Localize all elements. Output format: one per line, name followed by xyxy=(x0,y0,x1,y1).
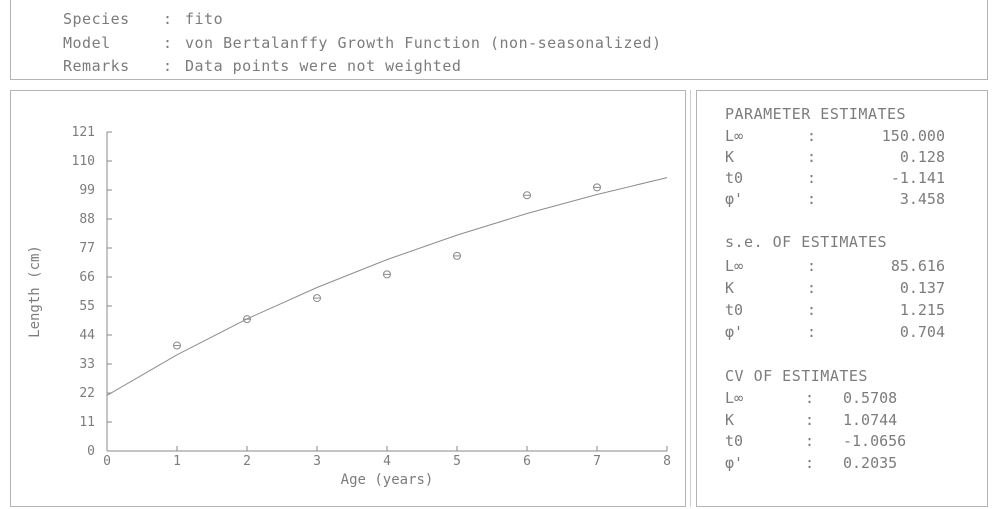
se-colon: : xyxy=(807,257,817,275)
y-tick-label: 110 xyxy=(72,154,95,169)
se-name: K xyxy=(725,279,735,297)
se-value: 1.215 xyxy=(899,301,945,319)
y-tick-label: 22 xyxy=(79,386,95,401)
cv-name: φ' xyxy=(725,453,744,472)
se-name: L∞ xyxy=(725,257,744,275)
cv-colon: : xyxy=(805,432,815,450)
cv-colon: : xyxy=(805,453,815,472)
se-value: 85.616 xyxy=(890,257,945,275)
cv-value: 0.5708 xyxy=(843,389,898,407)
panel-divider xyxy=(690,90,691,507)
x-tick-label: 6 xyxy=(523,454,531,469)
x-tick-label: 2 xyxy=(243,454,251,469)
param-name: L∞ xyxy=(725,127,744,145)
y-tick-label: 11 xyxy=(79,415,95,430)
param-name: φ' xyxy=(725,190,744,208)
x-axis-label: Age (years) xyxy=(341,472,434,488)
chart-panel: 0 1 2 3 4 5 6 7 8 0 11 22 33 44 55 66 77 88 99 110 121 Age (… xyxy=(10,90,686,507)
param-value: 0.128 xyxy=(899,148,945,166)
y-tick-label: 77 xyxy=(79,241,95,256)
x-tick-label: 7 xyxy=(593,454,601,469)
x-tick-label: 1 xyxy=(173,454,181,469)
se-colon: : xyxy=(807,323,817,341)
cv-value: 1.0744 xyxy=(843,410,898,429)
data-points xyxy=(173,183,601,350)
cv-colon: : xyxy=(805,389,815,407)
x-tick-label: 8 xyxy=(663,454,671,469)
remarks-value: Data points were not weighted xyxy=(185,57,462,75)
cv-name: L∞ xyxy=(725,389,744,407)
species-label: Species xyxy=(63,10,130,28)
x-tick-label: 3 xyxy=(313,454,321,469)
param-name: K xyxy=(725,148,735,166)
x-tick-label: 0 xyxy=(103,454,111,469)
se-value: 0.137 xyxy=(899,279,945,297)
data-point xyxy=(313,294,321,303)
chart-axes xyxy=(106,132,667,452)
vbgf-fitted-line xyxy=(106,177,668,396)
cv-name: t0 xyxy=(725,432,744,450)
y-tick-label: 88 xyxy=(79,212,95,227)
data-point xyxy=(593,183,601,192)
x-tick-label: 5 xyxy=(453,454,461,469)
param-value: 150.000 xyxy=(881,127,945,145)
growth-chart: 0 1 2 3 4 5 6 7 8 0 11 22 33 44 55 66 77 88 99 110 121 Age (… xyxy=(27,125,671,488)
param-value: -1.141 xyxy=(890,169,945,187)
data-point xyxy=(453,251,461,260)
species-value: fito xyxy=(185,10,224,28)
cv-value: -1.0656 xyxy=(843,432,907,450)
y-tick-label: 55 xyxy=(79,299,95,314)
y-tick-label: 33 xyxy=(79,357,95,372)
param-name: t0 xyxy=(725,169,744,187)
data-point xyxy=(383,270,391,279)
model-label: Model xyxy=(63,34,111,52)
cv-name: K xyxy=(725,410,735,429)
header-panel: Species: fito Model: von Bertalanffy Growt… xyxy=(10,0,988,80)
param-colon: : xyxy=(807,148,817,166)
y-axis-label: Length (cm) xyxy=(27,245,43,338)
y-tick-label: 0 xyxy=(87,444,95,459)
se-colon: : xyxy=(807,301,817,319)
se-colon: : xyxy=(807,279,817,297)
data-point xyxy=(173,341,181,350)
stats-panel: PARAMETER ESTIMATES L∞: 150.000 K: 0.128 t0:… xyxy=(696,90,988,507)
param-colon: : xyxy=(807,127,817,145)
model-line: Model: von Bertalanffy Growth Function (n… xyxy=(63,34,662,52)
se-name: φ' xyxy=(725,323,744,341)
growth-curve xyxy=(106,177,668,396)
se-value: 0.704 xyxy=(899,323,945,341)
chart-ticks: 0 1 2 3 4 5 6 7 8 0 11 22 33 44 55 66 77 88 99 110 121 xyxy=(72,125,671,469)
param-colon: : xyxy=(807,190,817,208)
species-line: Species: fito xyxy=(63,10,224,28)
param-value: 3.458 xyxy=(899,190,945,208)
param-estimates-title: PARAMETER ESTIMATES xyxy=(725,105,907,123)
remarks-line: Remarks: Data points were not weighted xyxy=(63,57,462,75)
cv-estimates-title: CV OF ESTIMATES xyxy=(725,367,868,385)
remarks-label: Remarks xyxy=(63,57,130,75)
data-point xyxy=(523,191,531,200)
data-point xyxy=(243,315,251,324)
model-value: von Bertalanffy Growth Function (non-sea… xyxy=(185,34,662,52)
cv-colon: : xyxy=(805,410,815,429)
param-colon: : xyxy=(807,169,817,187)
se-name: t0 xyxy=(725,301,744,319)
y-tick-label: 66 xyxy=(79,270,95,285)
y-tick-label: 121 xyxy=(72,125,95,140)
x-tick-label: 4 xyxy=(383,454,391,469)
se-estimates-title: s.e. OF ESTIMATES xyxy=(725,233,888,251)
y-tick-label: 44 xyxy=(79,328,95,343)
cv-value: 0.2035 xyxy=(843,453,898,472)
y-tick-label: 99 xyxy=(79,183,95,198)
